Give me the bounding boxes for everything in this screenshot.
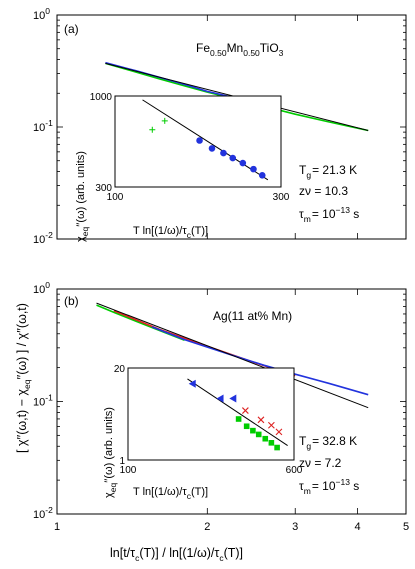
- inset-a-point: [220, 149, 227, 157]
- inset-a-point: [208, 145, 216, 152]
- inset-b-point: [267, 421, 275, 429]
- inset-a-point: [239, 159, 247, 167]
- panel-a-ticks: 10-2 10-1 100: [33, 6, 407, 246]
- inset-b-ytick-label: 20: [114, 364, 126, 375]
- inset-b-xtick-label: 600: [286, 465, 303, 476]
- inset-a-point: [250, 165, 257, 173]
- panel-b-material: Ag(11 at% Mn): [213, 309, 292, 323]
- inset-a-point: [196, 137, 203, 144]
- inset-b-marks: [187, 378, 288, 451]
- inset-b-point: [255, 431, 262, 438]
- inset-a-xtick-label: 100: [107, 192, 124, 203]
- inset-b-point: [216, 394, 224, 403]
- inset-a-fit-line: [142, 99, 269, 181]
- panel-a-tg: Tg= 21.3 K: [299, 163, 357, 180]
- panel-a-material: Fe0.50Mn0.50TiO3: [196, 41, 284, 58]
- panel-b-tg: Tg= 32.8 K: [299, 434, 357, 451]
- panel-b-znu: zν = 7.2: [299, 456, 342, 470]
- panel-a: 10-2 10-1 100 (a) Fe0.50Mn0.50TiO3 Tg= 21.…: [33, 6, 407, 246]
- inset-b-point: [268, 440, 275, 446]
- panel-a-ytick-label: 10-1: [33, 118, 53, 134]
- panel-a-tau: τm= 10−13 s: [299, 205, 359, 224]
- panel-b-xtick-label: 1: [54, 521, 60, 533]
- inset-a-ylabel: χeq′′(ω) (arb. units): [75, 151, 90, 242]
- panel-b-xtick-label: 4: [355, 521, 361, 533]
- inset-a-ytick-label: 300: [95, 183, 112, 194]
- inset-b-xtick-label: 100: [120, 465, 137, 476]
- panel-b-ytick-label: 10-2: [33, 505, 53, 521]
- inset-b-point: [274, 444, 280, 451]
- panel-b-xtick-label: 2: [204, 521, 210, 533]
- inset-b-point: [229, 394, 237, 403]
- x-axis-label: ln[t/τc(T)] / ln[(1/ω)/τc(T)]: [110, 546, 243, 563]
- inset-b-point: [262, 435, 269, 442]
- inset-a-point: [149, 126, 156, 133]
- panel-a-ytick-label: 10-2: [33, 230, 53, 246]
- panel-b-ytick-label: 10-1: [33, 393, 53, 409]
- inset-a-xlabel: T ln[(1/ω)/τc(T)]: [133, 225, 208, 240]
- panel-b-tau: τm= 10−13 s: [299, 477, 359, 496]
- inset-a-ytick-label: 1000: [90, 92, 113, 103]
- inset-b-ylabel: χeq′′(ω) (arb. units): [103, 407, 118, 498]
- panel-a-ytick-label: 100: [33, 6, 50, 22]
- panel-b-inset: 100 600 1 20 χeq′′(ω) (arb. units) T ln[(1/…: [103, 364, 303, 501]
- inset-b-point: [241, 407, 249, 414]
- panel-b-curves: [96, 302, 369, 409]
- inset-b-point: [275, 428, 283, 436]
- panel-b-ytick-label: 100: [33, 280, 50, 296]
- inset-b-frame: [127, 367, 295, 461]
- inset-b-point: [188, 379, 196, 388]
- panel-b-xtick-label: 3: [292, 521, 298, 533]
- inset-a-point: [161, 117, 168, 124]
- inset-b-fit-line: [187, 378, 288, 446]
- inset-b-ytick-label: 1: [119, 456, 125, 467]
- panel-a-tag: (a): [64, 22, 79, 36]
- panel-b-series-line: [151, 326, 369, 396]
- shared-y-axis-label: [ χ′′(ω,t) − χeq′′(ω) ] / χ′′(ω,t): [15, 303, 32, 453]
- panel-b-xtick-label: 5: [403, 521, 409, 533]
- panel-b-tag: (b): [64, 294, 79, 308]
- inset-b-point: [243, 423, 250, 430]
- inset-b-ticks: 100 600 1 20: [114, 364, 303, 476]
- inset-a-xtick-label: 300: [273, 192, 290, 203]
- inset-a-marks: [142, 99, 269, 181]
- inset-a-point: [229, 154, 237, 162]
- panel-a-znu: zν = 10.3: [299, 184, 348, 198]
- inset-b-point: [250, 427, 256, 434]
- inset-b-xlabel: T ln[(1/ω)/τc(T)]: [133, 486, 208, 501]
- panel-b-fit-line: [96, 302, 369, 409]
- inset-b-point: [235, 416, 242, 422]
- inset-b-point: [257, 416, 265, 424]
- inset-a-point: [258, 172, 266, 179]
